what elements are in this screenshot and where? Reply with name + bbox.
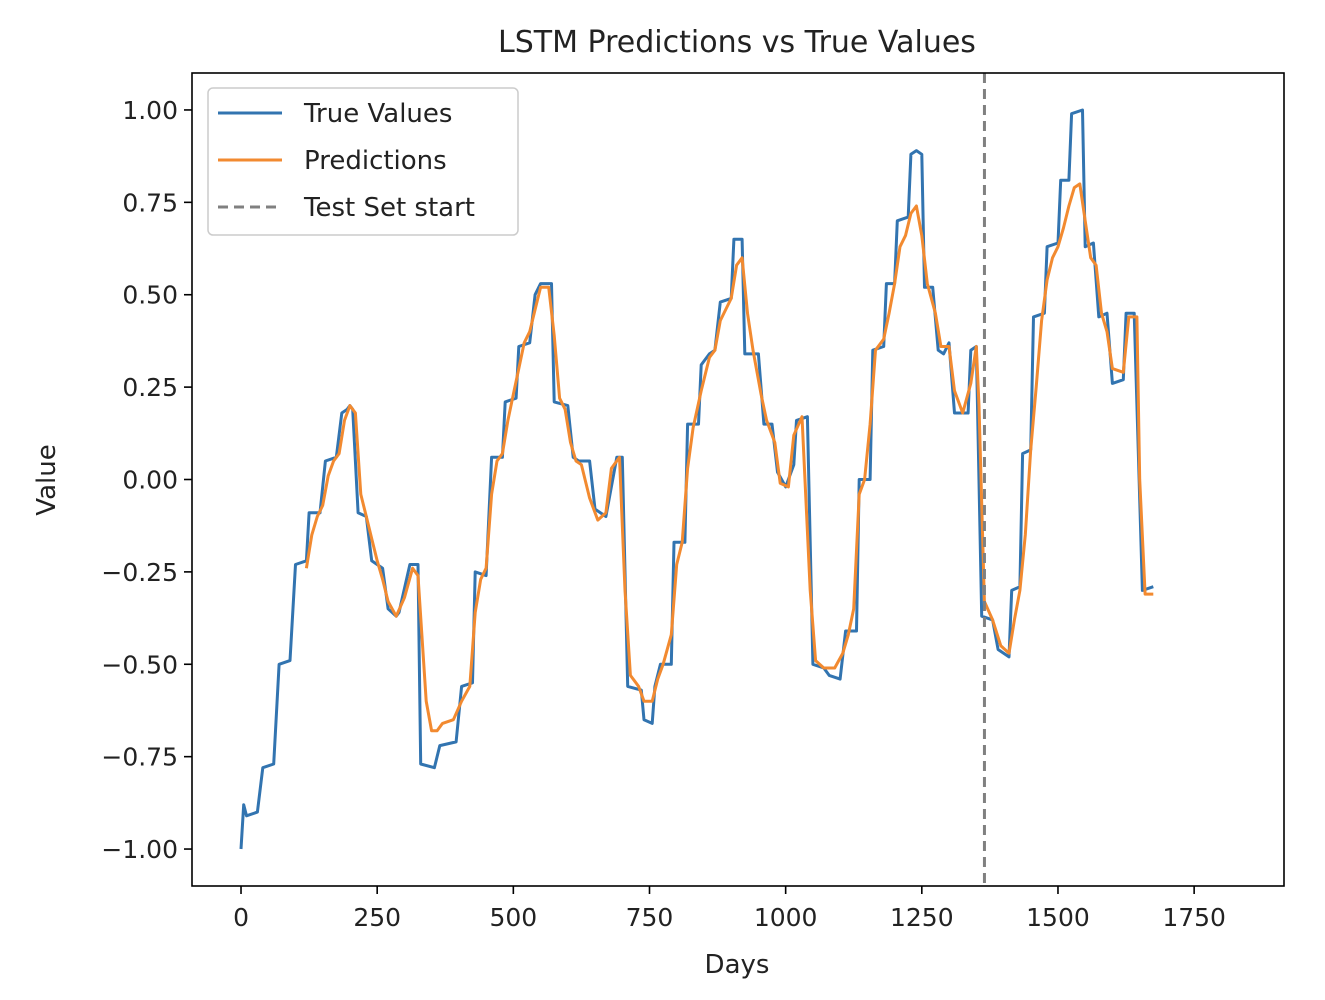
- y-tick-label: 0.25: [122, 373, 178, 402]
- axes-layer: 0 250 500 750 1000 1250 1500 1750 1.00 0.75 0.50 0.…: [101, 72, 1285, 932]
- x-tick-label: 1500: [1026, 903, 1090, 932]
- y-tick-label: 1.00: [122, 96, 178, 125]
- legend-label-true-values: True Values: [303, 99, 452, 129]
- chart-title: LSTM Predictions vs True Values: [498, 25, 976, 60]
- y-tick-label: 0.50: [122, 281, 178, 310]
- x-tick-label: 750: [626, 903, 674, 932]
- y-axis-label: Value: [32, 444, 62, 515]
- y-tick-label: −0.75: [101, 743, 178, 772]
- series-line-predictions: [304, 182, 1154, 733]
- x-axis-label: Days: [705, 950, 770, 980]
- x-tick-label: 0: [233, 903, 249, 932]
- x-tick-label: 1000: [754, 903, 818, 932]
- y-tick-label: 0.00: [122, 466, 178, 495]
- y-tick-label: 0.75: [122, 188, 178, 217]
- y-tick-label: −0.50: [101, 650, 178, 679]
- x-tick-label: 250: [353, 903, 401, 932]
- x-tick-label: 500: [489, 903, 537, 932]
- series-layer: [239, 73, 1154, 886]
- legend-label-predictions: Predictions: [304, 146, 447, 176]
- legend-label-test-set-start: Test Set start: [303, 193, 475, 223]
- x-tick-label: 1250: [890, 903, 954, 932]
- y-tick-label: −1.00: [101, 835, 178, 864]
- legend: True Values Predictions Test Set start: [207, 87, 519, 236]
- y-tick-label: −0.25: [101, 558, 178, 587]
- legend-box: [207, 87, 519, 236]
- x-tick-label: 1750: [1162, 903, 1226, 932]
